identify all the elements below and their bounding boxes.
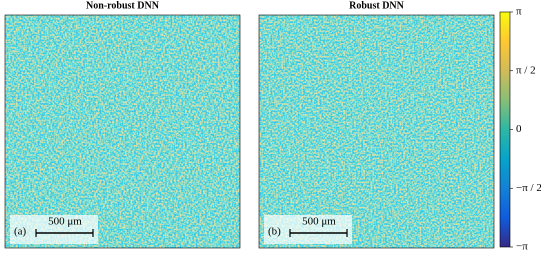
scale-bar-label: 500 μm: [302, 216, 336, 228]
phase-map: [5, 15, 240, 248]
colorbar-tick-label: π: [516, 6, 522, 18]
label-box: [264, 215, 352, 244]
panel-label: (b): [268, 226, 281, 238]
panel-title: Robust DNN: [349, 0, 405, 11]
label-box: [10, 215, 98, 244]
colorbar-tick-label: 0: [516, 123, 522, 135]
colorbar-tick-label: π / 2: [516, 64, 536, 76]
phase-map: [259, 15, 494, 248]
frame: [258, 14, 495, 249]
panel-title: Non-robust DNN: [86, 0, 160, 11]
colorbar: [499, 11, 511, 248]
frame: [4, 14, 241, 249]
colorbar-tick-label: −π / 2: [516, 182, 541, 194]
scale-bar-label: 500 μm: [48, 216, 82, 228]
panel-label: (a): [14, 226, 27, 238]
colorbar-tick-label: −π: [516, 241, 528, 253]
